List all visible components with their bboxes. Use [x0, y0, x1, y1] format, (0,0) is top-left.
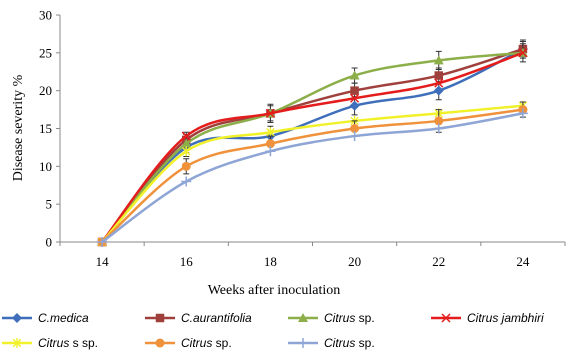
y-tick-label: 5 [46, 197, 53, 212]
legend-label-italic: Citrus [324, 336, 355, 350]
point-marker [12, 338, 22, 348]
x-tick-label: 18 [264, 254, 277, 269]
legend-label: Citrus sp. [181, 336, 232, 350]
point-marker [434, 71, 443, 80]
legend-label: C.aurantifolia [181, 311, 252, 325]
legend-item-3: Citrus sp. [288, 311, 375, 325]
legend-label-italic: Citrus [324, 311, 355, 325]
point-marker [517, 108, 528, 119]
point-marker [298, 313, 308, 322]
y-tick-label: 30 [39, 8, 52, 23]
legend-label-italic: Citrus jambhiri [467, 311, 544, 325]
x-tick-label: 22 [432, 254, 445, 269]
point-marker [441, 313, 451, 323]
legend-label-italic: C.medica [38, 311, 89, 325]
point-marker [155, 313, 165, 323]
legend-label: Citrus jambhiri [467, 311, 544, 325]
legend-item-2: C.aurantifolia [145, 311, 252, 325]
series-2 [97, 40, 528, 247]
x-tick-label: 14 [96, 254, 110, 269]
point-marker [97, 237, 108, 247]
series-7 [97, 108, 528, 247]
legend-label-italic: C.aurantifolia [181, 311, 252, 325]
point-marker [350, 124, 360, 133]
legend-item-6: Citrus sp. [145, 336, 232, 350]
axes: 0 5 10 15 20 25 30 14 16 18 20 22 24 [39, 8, 566, 269]
legend-item-4: Citrus jambhiri [431, 311, 544, 325]
series-4 [97, 48, 528, 247]
point-marker [265, 139, 275, 149]
point-marker [433, 55, 444, 65]
point-marker [350, 93, 360, 103]
y-tick-label: 0 [46, 235, 53, 250]
point-marker [181, 176, 192, 187]
series-line [101, 47, 524, 243]
point-marker [349, 70, 360, 80]
point-marker [433, 123, 444, 134]
series-line [101, 47, 524, 243]
series-line [101, 104, 524, 243]
point-marker [518, 48, 528, 58]
series-layer [97, 39, 528, 247]
x-tick-label: 20 [348, 254, 361, 269]
legend-label: Citrus s sp. [38, 336, 98, 350]
legend-item-7: Citrus sp. [288, 336, 375, 350]
point-marker [434, 78, 444, 88]
legend-item-5: Citrus s sp. [2, 336, 98, 350]
y-tick-label: 20 [39, 83, 52, 98]
legend-item-1: C.medica [2, 311, 89, 325]
point-marker [181, 161, 191, 171]
x-tick-label: 24 [516, 254, 530, 269]
y-tick-label: 25 [39, 45, 52, 60]
series-line [101, 51, 524, 243]
series-line [101, 51, 524, 243]
point-marker [349, 131, 360, 142]
legend-label-plain: sp. [212, 336, 231, 350]
y-axis-title: Disease severity % [11, 74, 26, 181]
series-5 [97, 100, 528, 247]
point-marker [181, 131, 191, 141]
legend: C.medica C.aurantifolia Citrus sp. Citrus j… [2, 311, 544, 350]
x-tick-label: 16 [180, 254, 194, 269]
point-marker [181, 138, 192, 148]
point-marker [182, 146, 191, 157]
legend-label-plain: s sp. [69, 336, 98, 350]
y-tick-label: 10 [39, 159, 52, 174]
point-marker [298, 338, 308, 348]
point-marker [433, 85, 444, 96]
legend-label-italic: Citrus [181, 336, 212, 350]
point-marker [265, 108, 275, 118]
x-axis-title: Weeks after inoculation [208, 283, 341, 298]
point-marker [350, 86, 359, 95]
legend-label: Citrus sp. [324, 336, 375, 350]
point-marker [12, 313, 22, 323]
legend-label: C.medica [38, 311, 89, 325]
y-tick-label: 15 [39, 121, 52, 136]
point-marker [155, 338, 165, 348]
legend-label: Citrus sp. [324, 311, 375, 325]
point-marker [265, 146, 276, 157]
legend-label-italic: Citrus [38, 336, 69, 350]
legend-label-plain: sp. [355, 311, 374, 325]
point-marker [349, 100, 360, 111]
series-line [101, 108, 524, 243]
point-marker [434, 116, 444, 126]
series-line [101, 112, 524, 244]
legend-label-plain: sp. [355, 336, 374, 350]
